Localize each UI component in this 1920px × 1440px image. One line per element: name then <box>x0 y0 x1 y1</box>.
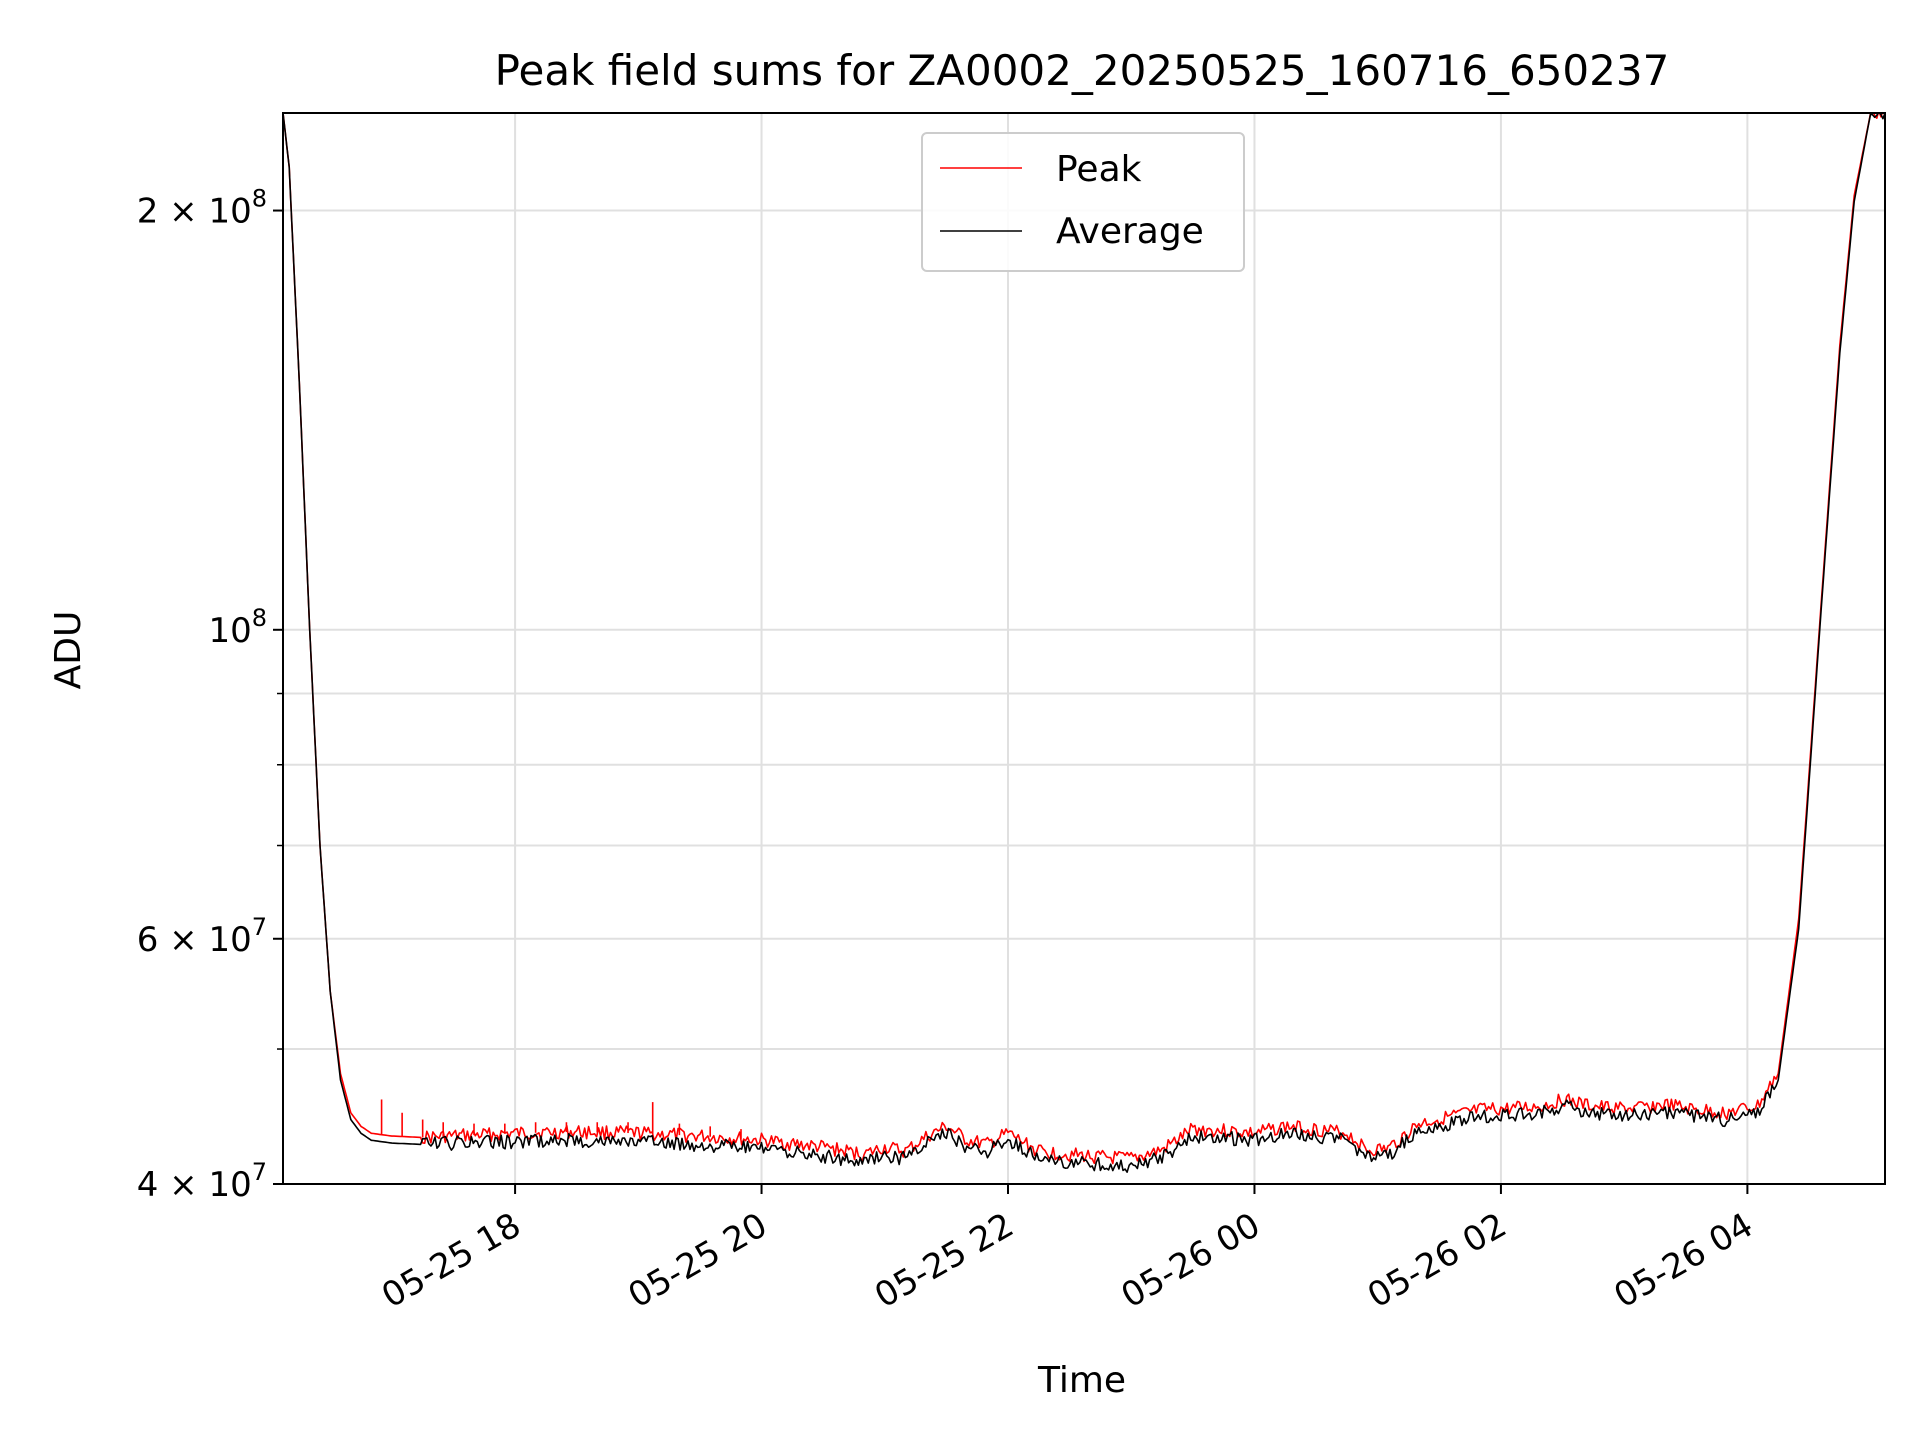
legend-label-average: Average <box>1056 211 1204 252</box>
y-tick-exponent: 7 <box>252 913 267 941</box>
plot-frame <box>282 112 1886 1185</box>
series-layer <box>283 113 1885 1173</box>
x-axis: 05-25 18 05-25 20 05-25 22 05-26 00 05-26 02… <box>375 1184 1760 1316</box>
x-tick-label: 05-25 18 <box>375 1205 527 1316</box>
y-tick-base: 10 <box>208 611 251 651</box>
y-tick-exponent: 8 <box>252 604 267 632</box>
y-tick-label: 108 <box>208 604 267 651</box>
plot-area <box>283 113 1885 1173</box>
x-tick-label: 05-26 04 <box>1607 1205 1759 1316</box>
x-tick-label: 05-26 02 <box>1361 1205 1513 1316</box>
y-tick-base: 2 × 10 <box>137 192 252 232</box>
chart-title: Peak field sums for ZA0002_20250525_1607… <box>495 46 1670 95</box>
x-axis-title: Time <box>1037 1360 1126 1401</box>
y-tick-exponent: 8 <box>252 185 267 213</box>
y-tick-label: 6 × 107 <box>137 913 267 960</box>
x-tick-label: 05-25 22 <box>868 1205 1020 1316</box>
y-axis-title: ADU <box>48 611 89 690</box>
y-tick-base: 4 × 10 <box>137 1165 252 1205</box>
y-tick-base: 6 × 10 <box>137 920 252 960</box>
series-line-peak <box>283 113 1885 1165</box>
legend: Peak Average <box>921 132 1245 272</box>
series-line-average <box>283 113 1885 1173</box>
y-tick-label: 2 × 108 <box>137 185 267 232</box>
y-tick-label: 4 × 107 <box>137 1158 267 1205</box>
legend-label-peak: Peak <box>1056 149 1142 190</box>
y-tick-exponent: 7 <box>252 1158 267 1186</box>
x-tick-label: 05-26 00 <box>1115 1205 1267 1316</box>
x-tick-label: 05-25 20 <box>622 1205 774 1316</box>
grid <box>283 113 1885 1185</box>
